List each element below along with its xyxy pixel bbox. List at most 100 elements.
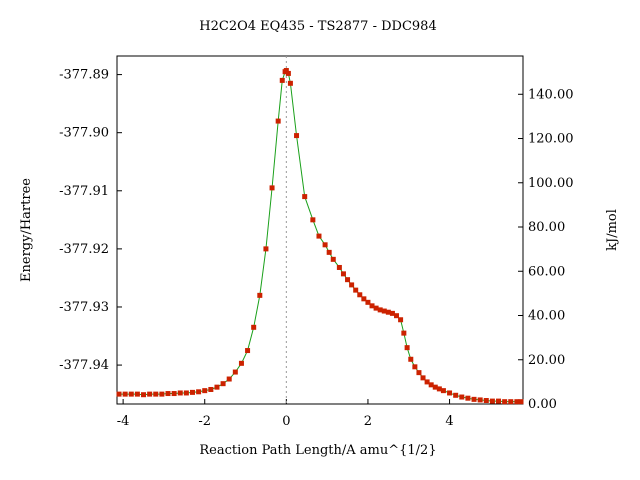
data-point xyxy=(208,386,214,392)
data-point xyxy=(153,391,159,397)
data-point xyxy=(502,399,508,405)
data-point xyxy=(183,390,189,396)
data-point xyxy=(165,391,171,397)
data-point xyxy=(459,394,465,400)
data-point xyxy=(361,296,367,302)
data-point xyxy=(453,392,459,398)
data-point xyxy=(322,242,328,248)
data-point xyxy=(294,133,300,139)
data-point xyxy=(232,369,238,375)
y-right-tick-label: 100.00 xyxy=(528,176,574,191)
data-point xyxy=(177,390,183,396)
data-point xyxy=(245,348,251,354)
data-point xyxy=(404,345,410,351)
data-point xyxy=(432,384,438,390)
x-tick-label: -2 xyxy=(198,414,211,429)
y-right-tick-label: 60.00 xyxy=(528,264,565,279)
data-point xyxy=(302,194,308,200)
data-point xyxy=(420,375,426,381)
data-point xyxy=(141,392,147,398)
data-point xyxy=(447,390,453,396)
data-point xyxy=(416,370,422,376)
data-point xyxy=(263,246,269,252)
y-axis-left-label: Energy/Hartree xyxy=(19,178,34,282)
y-right-tick-label: 80.00 xyxy=(528,220,565,235)
data-point xyxy=(440,388,446,394)
data-point xyxy=(408,356,414,362)
data-point xyxy=(424,379,430,385)
data-point xyxy=(483,398,489,404)
data-point xyxy=(489,398,495,404)
data-point xyxy=(275,118,281,124)
plot-frame xyxy=(116,55,524,405)
left-axis-ticks: -377.89 -377.90 -377.91 -377.92 -377.93 -377.… xyxy=(59,68,122,373)
y-left-tick-label: -377.93 xyxy=(59,300,109,315)
data-point xyxy=(496,398,502,404)
data-point xyxy=(508,399,514,405)
data-point xyxy=(336,264,342,270)
y-axis-right-label: kJ/mol xyxy=(605,209,620,251)
data-point xyxy=(365,299,371,305)
data-point xyxy=(398,317,404,323)
data-point xyxy=(349,282,355,288)
x-axis-label: Reaction Path Length/A amu^{1/2} xyxy=(199,443,436,458)
data-point xyxy=(369,303,375,309)
y-right-tick-label: 140.00 xyxy=(528,87,574,102)
data-point xyxy=(269,185,275,191)
y-left-tick-label: -377.94 xyxy=(59,358,109,373)
x-tick-label: 4 xyxy=(445,414,453,429)
data-point xyxy=(287,80,293,86)
data-point xyxy=(477,397,483,403)
data-point xyxy=(514,399,520,405)
data-point xyxy=(345,277,351,283)
data-point xyxy=(373,305,379,311)
data-point xyxy=(340,271,346,277)
data-point xyxy=(412,364,418,370)
data-point xyxy=(326,249,332,255)
data-point xyxy=(202,388,208,394)
data-point xyxy=(283,68,289,74)
data-point xyxy=(389,310,395,316)
data-point xyxy=(128,391,134,397)
data-point xyxy=(465,395,471,401)
data-point xyxy=(316,233,322,239)
y-right-tick-label: 40.00 xyxy=(528,309,565,324)
data-point xyxy=(279,77,285,83)
data-point xyxy=(251,324,257,330)
data-point xyxy=(428,382,434,388)
data-point xyxy=(214,384,220,390)
data-point xyxy=(134,391,140,397)
y-right-tick-label: 20.00 xyxy=(528,353,565,368)
data-point xyxy=(394,313,400,319)
data-point xyxy=(357,292,363,298)
data-point xyxy=(257,292,263,298)
y-left-tick-label: -377.92 xyxy=(59,242,109,257)
data-point xyxy=(471,396,477,402)
y-left-tick-label: -377.89 xyxy=(59,68,109,83)
data-point xyxy=(310,217,316,223)
y-right-tick-label: 120.00 xyxy=(528,132,574,147)
data-point xyxy=(189,389,195,395)
data-points xyxy=(116,68,524,405)
data-point xyxy=(159,391,165,397)
data-point xyxy=(401,330,407,336)
data-point xyxy=(353,287,359,293)
data-point xyxy=(436,386,442,392)
data-point xyxy=(518,399,524,405)
data-point xyxy=(238,360,244,366)
data-point xyxy=(226,376,232,382)
data-point xyxy=(330,256,336,262)
y-right-tick-label: 0.00 xyxy=(528,397,557,412)
x-tick-label: -4 xyxy=(117,414,130,429)
data-point xyxy=(381,308,387,314)
data-point xyxy=(171,391,177,397)
data-point xyxy=(116,391,122,397)
x-axis-ticks: -4 -2 0 2 4 xyxy=(117,399,454,429)
data-point xyxy=(285,70,291,76)
data-point xyxy=(385,309,391,315)
y-left-tick-label: -377.91 xyxy=(59,184,109,199)
data-point xyxy=(377,307,383,313)
x-tick-label: 0 xyxy=(282,414,290,429)
